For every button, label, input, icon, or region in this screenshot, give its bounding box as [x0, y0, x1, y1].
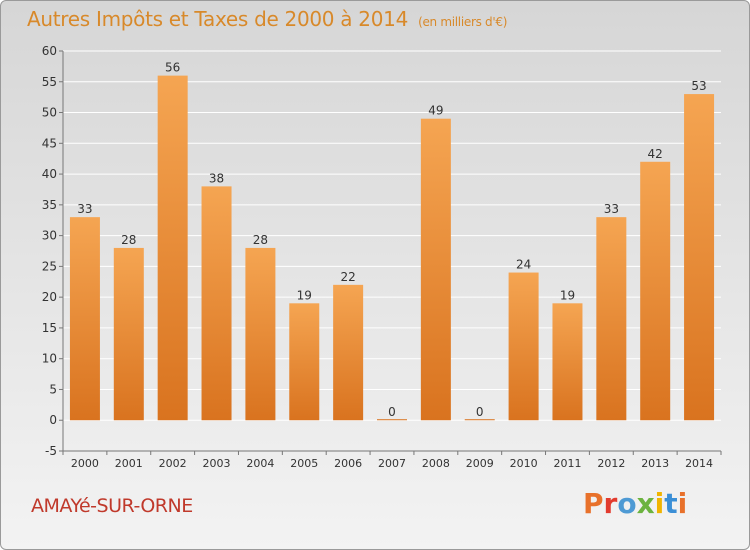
logo-letter: i [677, 487, 688, 520]
x-tick-label-2001: 2001 [115, 457, 143, 470]
bar-2001[interactable] [113, 247, 144, 421]
bar-2006[interactable] [333, 284, 364, 421]
x-tick-label-2007: 2007 [378, 457, 406, 470]
x-tick-label-2006: 2006 [334, 457, 362, 470]
y-tick-label: 40 [42, 167, 57, 181]
y-tick-label: -5 [45, 444, 57, 458]
bar-2014[interactable] [684, 94, 715, 421]
data-label-2000: 33 [77, 202, 92, 216]
y-tick-label: 45 [42, 136, 57, 150]
y-tick-label: 50 [42, 106, 57, 120]
data-label-2014: 53 [691, 79, 706, 93]
y-tick-label: 5 [49, 382, 57, 396]
x-tick-label-2008: 2008 [422, 457, 450, 470]
data-label-2007: 0 [388, 405, 396, 419]
x-tick-label-2005: 2005 [290, 457, 318, 470]
bar-2007[interactable] [377, 419, 407, 421]
x-tick-label-2011: 2011 [553, 457, 581, 470]
x-tick-label-2000: 2000 [71, 457, 99, 470]
y-tick-label: 25 [42, 259, 57, 273]
data-label-2012: 33 [604, 202, 619, 216]
bar-2009[interactable] [464, 419, 495, 421]
data-label-2009: 0 [476, 405, 484, 419]
y-tick-label: 10 [42, 352, 57, 366]
bar-2000[interactable] [69, 217, 100, 421]
data-label-2005: 19 [297, 288, 312, 302]
y-tick-label: 30 [42, 229, 57, 243]
x-tick-label-2013: 2013 [641, 457, 669, 470]
data-label-2003: 38 [209, 171, 224, 185]
bar-2011[interactable] [552, 303, 583, 421]
y-tick-label: 55 [42, 75, 57, 89]
logo-letter: P [583, 487, 604, 520]
logo-letter: r [603, 487, 618, 520]
bar-2013[interactable] [640, 161, 671, 421]
data-label-2006: 22 [340, 270, 355, 284]
x-tick-label-2009: 2009 [466, 457, 494, 470]
bar-2002[interactable] [157, 75, 188, 421]
data-label-2004: 28 [253, 233, 268, 247]
commune-name: AMAYé-SUR-ORNE [31, 495, 193, 517]
data-label-2002: 56 [165, 61, 180, 75]
bar-2003[interactable] [201, 186, 232, 421]
bar-2010[interactable] [508, 272, 539, 421]
logo-letter: i [654, 487, 665, 520]
label-layer: 33 2000 28 2001 56 2002 38 2003 28 2004 19 2005 22 20… [71, 61, 713, 470]
data-label-2013: 42 [648, 147, 663, 161]
x-tick-label-2004: 2004 [246, 457, 274, 470]
y-tick-label: 20 [42, 290, 57, 304]
y-tick-label: 60 [42, 44, 57, 58]
logo-letter: t [664, 487, 678, 520]
chart-title-text: Autres Impôts et Taxes de 2000 à 2014 [27, 7, 408, 31]
x-tick-label-2003: 2003 [203, 457, 231, 470]
axis-layer: -5 0 5 10 15 20 25 30 35 40 45 50 55 60 [42, 44, 722, 458]
chart-subtitle: (en milliers d'€) [418, 15, 508, 29]
y-tick-label: 0 [49, 413, 57, 427]
y-tick-label: 35 [42, 198, 57, 212]
data-label-2001: 28 [121, 233, 136, 247]
bar-layer [69, 75, 715, 421]
bar-2012[interactable] [596, 217, 627, 421]
data-label-2008: 49 [428, 104, 443, 118]
x-tick-label-2002: 2002 [159, 457, 187, 470]
x-tick-label-2014: 2014 [685, 457, 713, 470]
x-tick-label-2010: 2010 [510, 457, 538, 470]
bar-2004[interactable] [245, 247, 276, 421]
proxiti-logo[interactable]: Proxiti [583, 487, 687, 520]
data-label-2010: 24 [516, 258, 531, 272]
chart-title: Autres Impôts et Taxes de 2000 à 2014 (e… [27, 7, 507, 31]
bar-2005[interactable] [289, 303, 320, 421]
x-tick-label-2012: 2012 [597, 457, 625, 470]
y-tick-label: 15 [42, 321, 57, 335]
bar-2008[interactable] [420, 118, 451, 421]
logo-letter: x [636, 487, 655, 520]
data-label-2011: 19 [560, 288, 575, 302]
logo-letter: o [617, 487, 637, 520]
